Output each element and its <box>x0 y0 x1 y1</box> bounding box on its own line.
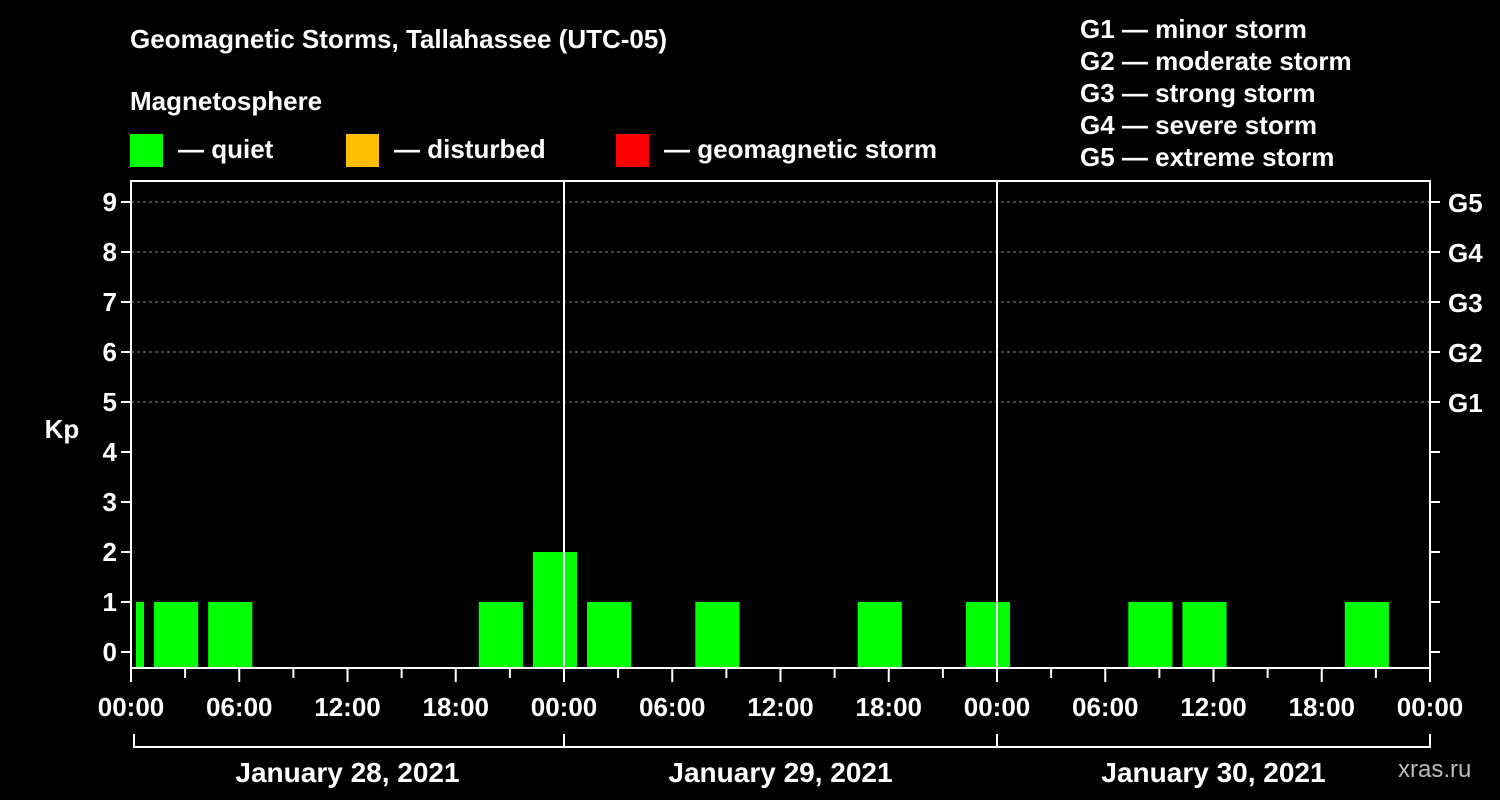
storm-scale-g3: G3 — strong storm <box>1080 78 1316 108</box>
g-level-label-g1: G1 <box>1448 388 1483 418</box>
kp-bar-11 <box>1344 602 1389 668</box>
storm-scale-g5: G5 — extreme storm <box>1080 142 1335 172</box>
kp-bar-2 <box>208 602 253 668</box>
g-level-label-g2: G2 <box>1448 338 1483 368</box>
storm-scale-g4: G4 — severe storm <box>1080 110 1318 140</box>
x-tick-label-8: 00:00 <box>964 692 1031 722</box>
legend-title: Magnetosphere <box>130 86 323 116</box>
day-label-2: January 30, 2021 <box>1101 757 1325 788</box>
kp-bar-7 <box>857 602 902 668</box>
kp-bar-0 <box>136 602 145 668</box>
x-tick-label-12: 00:00 <box>1397 692 1464 722</box>
day-label-0: January 28, 2021 <box>235 757 459 788</box>
y-tick-label-7: 7 <box>103 287 117 317</box>
x-tick-label-4: 00:00 <box>531 692 598 722</box>
day-label-1: January 29, 2021 <box>668 757 892 788</box>
x-tick-label-3: 18:00 <box>423 692 490 722</box>
g-level-label-g3: G3 <box>1448 288 1483 318</box>
kp-bar-9 <box>1128 602 1173 668</box>
x-tick-label-5: 06:00 <box>639 692 706 722</box>
kp-bar-3 <box>478 602 523 668</box>
x-tick-label-9: 06:00 <box>1072 692 1139 722</box>
y-tick-label-5: 5 <box>103 387 117 417</box>
y-axis-label: Kp <box>45 414 80 444</box>
x-tick-label-6: 12:00 <box>747 692 814 722</box>
kp-bar-10 <box>1182 602 1227 668</box>
legend-swatch-storm <box>616 134 649 167</box>
y-tick-label-2: 2 <box>103 537 117 567</box>
x-tick-label-1: 06:00 <box>206 692 273 722</box>
x-tick-label-10: 12:00 <box>1180 692 1247 722</box>
y-tick-label-8: 8 <box>103 237 117 267</box>
legend-swatch-disturbed <box>346 134 379 167</box>
y-tick-label-1: 1 <box>103 587 117 617</box>
kp-bar-5 <box>587 602 632 668</box>
kp-bar-6 <box>695 602 740 668</box>
x-tick-label-2: 12:00 <box>314 692 381 722</box>
storm-scale-g2: G2 — moderate storm <box>1080 46 1352 76</box>
g-level-label-g4: G4 <box>1448 238 1483 268</box>
y-tick-label-3: 3 <box>103 487 117 517</box>
kp-bar-1 <box>154 602 199 668</box>
legend-label-storm: — geomagnetic storm <box>664 134 938 164</box>
y-tick-label-4: 4 <box>103 437 118 467</box>
x-tick-label-7: 18:00 <box>856 692 923 722</box>
kp-bar-8 <box>965 602 1011 668</box>
watermark: xras.ru <box>1398 756 1472 783</box>
x-tick-label-11: 18:00 <box>1289 692 1356 722</box>
legend-swatch-quiet <box>130 134 163 167</box>
y-tick-label-0: 0 <box>103 637 117 667</box>
kp-bar-4 <box>532 552 578 668</box>
chart-title: Geomagnetic Storms, Tallahassee (UTC-05) <box>130 24 668 54</box>
y-tick-label-6: 6 <box>103 337 117 367</box>
legend-label-disturbed: — disturbed <box>394 134 546 164</box>
x-tick-label-0: 00:00 <box>98 692 165 722</box>
storm-scale-g1: G1 — minor storm <box>1080 14 1307 44</box>
plot-frame <box>130 180 1431 669</box>
g-level-label-g5: G5 <box>1448 188 1483 218</box>
legend-label-quiet: — quiet <box>178 134 274 164</box>
y-tick-label-9: 9 <box>103 187 117 217</box>
